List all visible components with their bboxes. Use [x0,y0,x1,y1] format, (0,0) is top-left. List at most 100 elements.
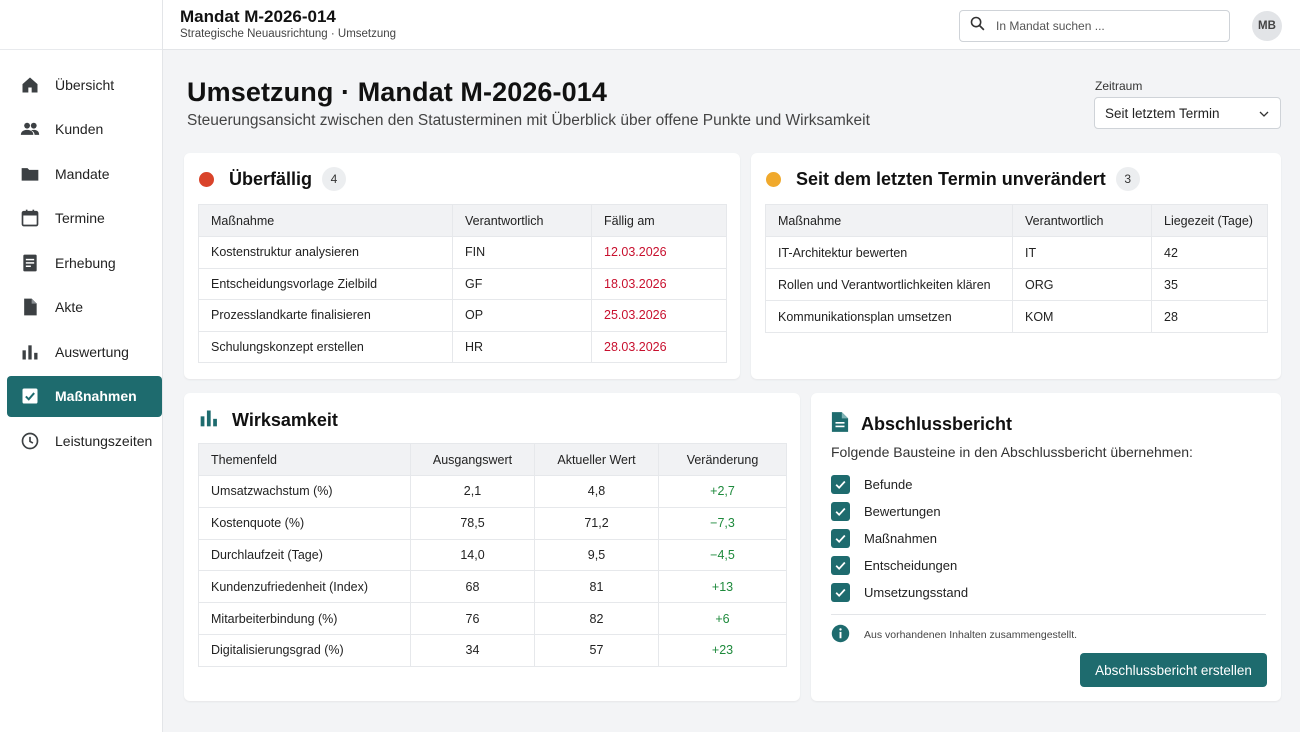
massnahme-cell: Schulungskonzept erstellen [198,330,453,363]
checkbox-checked-icon[interactable] [831,529,850,548]
sidebar-item-termine[interactable]: Termine [7,198,162,239]
baseline-cell: 34 [410,633,535,667]
table-row[interactable]: Rollen und Verantwortlichkeiten klären O… [765,268,1268,301]
report-section-label: Befunde [864,477,913,492]
search-input[interactable] [996,19,1216,33]
report-section-label: Maßnahmen [864,531,937,546]
report-description: Folgende Bausteine in den Abschlussberic… [831,444,1193,460]
table-row[interactable]: Kundenzufriedenheit (Index) 68 81 +13 [198,570,787,604]
create-report-button[interactable]: Abschlussbericht erstellen [1080,653,1267,687]
current-cell: 9,5 [534,538,659,572]
clock-icon [20,431,40,451]
table-row[interactable]: Kostenstruktur analysieren FIN 12.03.202… [198,236,727,269]
sidebar-item-auswertung[interactable]: Auswertung [7,331,162,372]
owner-cell: KOM [1012,300,1152,333]
column-header: Ausgangswert [410,443,535,476]
home-icon [20,75,40,95]
overdue-title: Überfällig [229,168,313,189]
report-section-checkbox[interactable]: Entscheidungen [831,552,968,579]
table-row[interactable]: Kostenquote (%) 78,5 71,2 −7,3 [198,506,787,540]
massnahme-cell: Kommunikationsplan umsetzen [765,300,1013,333]
baseline-cell: 76 [410,602,535,635]
due-date-cell: 18.03.2026 [591,267,727,300]
unchanged-title: Seit dem letzten Termin unverändert [796,168,1106,189]
search-box[interactable] [959,10,1230,42]
column-header: Themenfeld [198,443,411,476]
report-card: Abschlussbericht Folgende Bausteine in d… [811,393,1281,701]
owner-cell: FIN [452,236,592,269]
owner-cell: IT [1012,236,1152,269]
sidebar-item-leistungszeiten[interactable]: Leistungszeiten [7,420,162,461]
column-header: Verantwortlich [1012,204,1152,237]
current-cell: 81 [534,570,659,604]
column-header: Veränderung [658,443,787,476]
topic-cell: Mitarbeiterbindung (%) [198,602,411,635]
checkbox-checked-icon[interactable] [831,556,850,575]
bar-chart-icon [199,408,219,433]
zeitraum-label: Zeitraum [1095,79,1143,93]
current-cell: 82 [534,602,659,635]
current-cell: 4,8 [534,475,659,508]
checkbox-checked-icon[interactable] [831,475,850,494]
sidebar-brand-area [0,0,162,50]
report-section-checkbox[interactable]: Bewertungen [831,498,968,525]
massnahme-cell: IT-Architektur bewerten [765,236,1013,269]
column-header: Maßnahme [198,204,453,237]
column-header: Fällig am [591,204,727,237]
change-cell: +2,7 [658,475,787,508]
table-row[interactable]: Prozesslandkarte finalisieren OP 25.03.2… [198,299,727,332]
table-row[interactable]: Umsatzwachstum (%) 2,1 4,8 +2,7 [198,475,787,508]
current-cell: 57 [534,633,659,667]
report-section-checkbox[interactable]: Umsetzungsstand [831,579,968,606]
table-row[interactable]: Schulungskonzept erstellen HR 28.03.2026 [198,330,727,363]
unchanged-status-dot [766,171,781,187]
page-title: Umsetzung · Mandat M-2026-014 [187,77,607,107]
search-icon [969,15,986,37]
sidebar-item-label: Mandate [55,165,110,182]
sidebar-item-mandate[interactable]: Mandate [7,153,162,194]
report-section-label: Bewertungen [864,504,941,519]
sidebar-item-massnahmen[interactable]: Maßnahmen [7,375,162,417]
sidebar-item-kunden[interactable]: Kunden [7,109,162,150]
chevron-down-icon [1258,108,1270,123]
column-header: Verantwortlich [452,204,592,237]
report-section-checkbox[interactable]: Befunde [831,471,968,498]
sidebar-item-label: Termine [55,210,105,226]
zeitraum-select[interactable]: Seit letztem Termin [1094,97,1281,129]
table-row[interactable]: Kommunikationsplan umsetzen KOM 28 [765,300,1268,333]
checkbox-checked-icon[interactable] [831,502,850,521]
report-info-note: Aus vorhandenen Inhalten zusammengestell… [831,624,1077,646]
sidebar-item-akte[interactable]: Akte [7,287,162,328]
table-row[interactable]: IT-Architektur bewerten IT 42 [765,236,1268,269]
massnahme-cell: Kostenstruktur analysieren [198,236,453,269]
table-header-row: Maßnahme Verantwortlich Fällig am [198,204,727,237]
topic-cell: Digitalisierungsgrad (%) [198,633,411,667]
report-section-checkbox[interactable]: Maßnahmen [831,525,968,552]
zeitraum-value: Seit letztem Termin [1105,105,1220,121]
idle-days-cell: 35 [1151,268,1268,301]
sidebar-item-label: Übersicht [55,76,115,93]
checkbox-icon [20,386,40,406]
table-row[interactable]: Entscheidungsvorlage Zielbild GF 18.03.2… [198,267,727,300]
overdue-table: Maßnahme Verantwortlich Fällig am Kosten… [198,204,727,363]
sidebar-item-uebersicht[interactable]: Übersicht [7,64,162,105]
effectiveness-table: Themenfeld Ausgangswert Aktueller Wert V… [198,443,787,667]
table-row[interactable]: Mitarbeiterbindung (%) 76 82 +6 [198,602,787,635]
sidebar-item-label: Erhebung [55,254,116,271]
column-header: Aktueller Wert [534,443,659,476]
sidebar-item-label: Maßnahmen [55,388,137,404]
effectiveness-card: Wirksamkeit Themenfeld Ausgangswert Aktu… [184,393,800,701]
change-cell: −7,3 [658,506,787,540]
table-row[interactable]: Digitalisierungsgrad (%) 34 57 +23 [198,633,787,667]
column-header: Maßnahme [765,204,1013,237]
table-row[interactable]: Durchlaufzeit (Tage) 14,0 9,5 −4,5 [198,538,787,572]
baseline-cell: 68 [410,570,535,604]
sidebar-item-label: Leistungszeiten [55,432,153,449]
calendar-icon [20,208,40,228]
checkbox-checked-icon[interactable] [831,583,850,602]
avatar[interactable]: MB [1252,11,1282,41]
sidebar-item-erhebung[interactable]: Erhebung [7,242,162,283]
info-icon [831,624,850,646]
top-header: Mandat M-2026-014 Strategische Neuausric… [163,0,1300,50]
unchanged-table: Maßnahme Verantwortlich Liegezeit (Tage)… [765,204,1268,333]
